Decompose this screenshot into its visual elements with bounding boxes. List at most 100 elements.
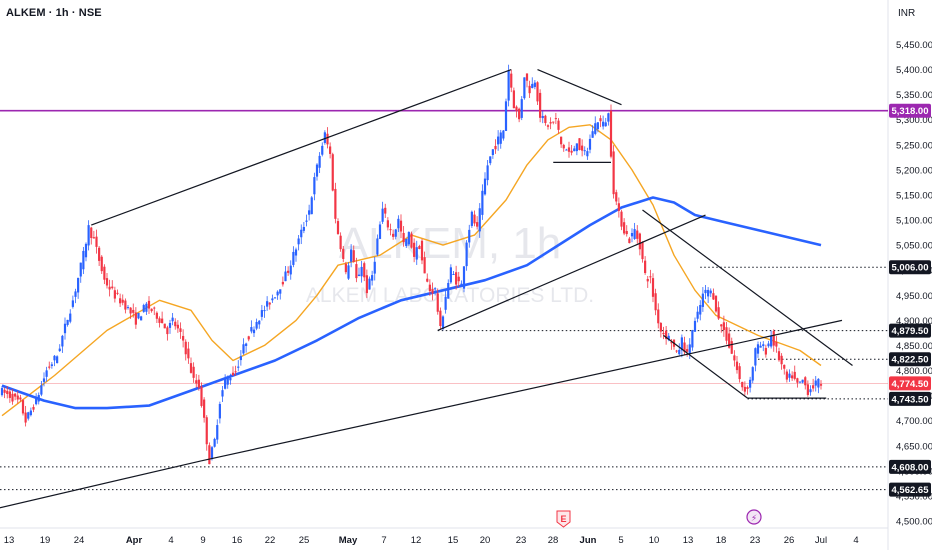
candle-down[interactable] — [657, 309, 660, 324]
candle-down[interactable] — [428, 284, 431, 292]
candle-down[interactable] — [557, 120, 560, 130]
candle-down[interactable] — [549, 122, 552, 124]
candle-up[interactable] — [87, 225, 90, 246]
candle-down[interactable] — [344, 263, 347, 273]
candle-up[interactable] — [709, 290, 712, 294]
candle-up[interactable] — [762, 344, 765, 347]
candle-up[interactable] — [504, 101, 508, 131]
candle-down[interactable] — [166, 327, 169, 335]
candle-down[interactable] — [439, 310, 442, 327]
candle-up[interactable] — [754, 348, 757, 366]
candle-up[interactable] — [171, 317, 174, 322]
candle-down[interactable] — [100, 256, 103, 272]
candle-down[interactable] — [158, 318, 161, 323]
candle-down[interactable] — [386, 220, 389, 228]
candle-up[interactable] — [397, 218, 400, 229]
candle-up[interactable] — [693, 320, 697, 332]
candle-down[interactable] — [174, 321, 177, 327]
candle-up[interactable] — [444, 296, 447, 310]
last-price-tag[interactable]: 4,774.50 — [889, 376, 931, 391]
candle-down[interactable] — [730, 341, 733, 354]
candle-down[interactable] — [560, 136, 563, 145]
earnings-event-marker[interactable]: E — [556, 510, 571, 528]
candle-down[interactable] — [651, 278, 655, 297]
candle-down[interactable] — [200, 386, 203, 406]
candle-up[interactable] — [596, 122, 599, 130]
candle-down[interactable] — [402, 232, 405, 243]
candle-up[interactable] — [84, 243, 88, 258]
candle-down[interactable] — [384, 207, 387, 214]
candle-down[interactable] — [95, 236, 98, 247]
candle-up[interactable] — [814, 380, 817, 386]
candle-up[interactable] — [58, 348, 61, 351]
candle-up[interactable] — [489, 156, 492, 164]
candle-down[interactable] — [8, 391, 11, 398]
candle-down[interactable] — [764, 347, 767, 355]
candle-up[interactable] — [483, 178, 487, 195]
candle-down[interactable] — [554, 118, 557, 120]
candle-down[interactable] — [163, 323, 166, 329]
candle-up[interactable] — [145, 303, 148, 312]
candle-down[interactable] — [197, 379, 200, 388]
candle-up[interactable] — [297, 238, 300, 245]
candle-down[interactable] — [105, 278, 109, 286]
candle-down[interactable] — [819, 384, 823, 386]
candle-up[interactable] — [478, 208, 481, 232]
candle-down[interactable] — [578, 138, 581, 151]
candle-up[interactable] — [381, 208, 384, 222]
candle-down[interactable] — [113, 290, 116, 299]
candle-up[interactable] — [541, 115, 544, 119]
candle-down[interactable] — [247, 336, 250, 340]
candle-up[interactable] — [77, 277, 80, 293]
candle-up[interactable] — [250, 327, 253, 332]
candle-up[interactable] — [40, 385, 43, 395]
candle-down[interactable] — [326, 133, 329, 145]
candle-down[interactable] — [161, 318, 164, 324]
candle-down[interactable] — [24, 412, 27, 423]
candle-down[interactable] — [743, 386, 746, 392]
candle-up[interactable] — [688, 344, 691, 354]
candle-down[interactable] — [203, 399, 206, 418]
candle-down[interactable] — [544, 115, 547, 124]
candle-down[interactable] — [796, 378, 799, 383]
candle-up[interactable] — [360, 266, 363, 277]
candle-up[interactable] — [0, 388, 4, 396]
candle-down[interactable] — [662, 332, 665, 335]
candle-down[interactable] — [205, 417, 208, 445]
candle-up[interactable] — [633, 229, 636, 239]
candle-up[interactable] — [323, 132, 326, 143]
candle-down[interactable] — [147, 300, 151, 309]
candle-up[interactable] — [258, 320, 261, 325]
candle-down[interactable] — [738, 366, 741, 380]
candle-down[interactable] — [628, 238, 631, 244]
candle-up[interactable] — [263, 310, 266, 312]
candle-up[interactable] — [216, 425, 219, 440]
candle-up[interactable] — [213, 438, 216, 447]
candle-up[interactable] — [284, 271, 287, 282]
candle-down[interactable] — [14, 393, 17, 397]
candle-down[interactable] — [746, 387, 749, 389]
candle-up[interactable] — [491, 149, 494, 156]
candle-down[interactable] — [187, 348, 190, 359]
candle-up[interactable] — [588, 138, 592, 150]
candle-up[interactable] — [678, 349, 681, 355]
candle-up[interactable] — [767, 343, 770, 347]
candle-down[interactable] — [48, 366, 51, 368]
candle-down[interactable] — [98, 247, 101, 261]
trend-line[interactable] — [201, 319, 843, 462]
candle-down[interactable] — [791, 375, 794, 379]
candle-up[interactable] — [27, 412, 30, 419]
candle-up[interactable] — [460, 283, 463, 285]
candle-down[interactable] — [552, 121, 555, 123]
candle-down[interactable] — [455, 272, 458, 285]
candle-up[interactable] — [66, 319, 69, 325]
candle-down[interactable] — [192, 366, 195, 378]
candle-down[interactable] — [617, 203, 620, 211]
candle-up[interactable] — [71, 300, 74, 307]
level-price-tag[interactable]: 4,608.00 — [889, 459, 931, 474]
candle-up[interactable] — [289, 265, 292, 275]
candle-down[interactable] — [735, 361, 739, 371]
candle-up[interactable] — [602, 121, 605, 127]
candle-down[interactable] — [336, 221, 340, 234]
